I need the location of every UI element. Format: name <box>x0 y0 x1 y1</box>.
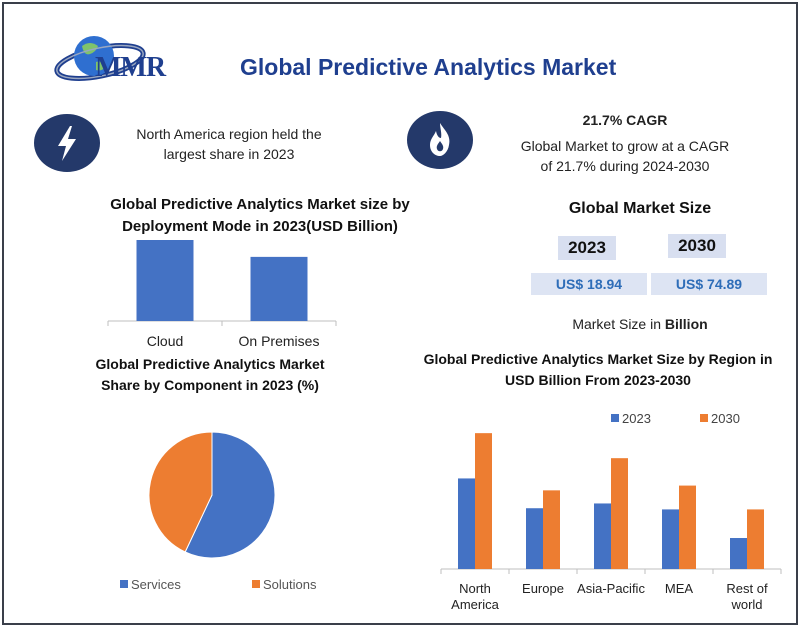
market-size-note: Market Size in Billion <box>530 314 750 334</box>
logo-text: MMR <box>95 52 166 83</box>
cagr-text: Global Market to grow at a CAGR of 21.7%… <box>505 136 745 176</box>
year-2023-box: 2023 <box>558 236 616 260</box>
region-title-line-1: Global Predictive Analytics Market Size … <box>423 351 773 367</box>
cagr-line-2: of 21.7% during 2024-2030 <box>540 158 710 174</box>
note-prefix: Market Size in <box>572 316 662 332</box>
component-title-line-2: Share by Component in 2023 (%) <box>101 377 319 393</box>
flame-icon <box>407 111 473 169</box>
year-2030-box: 2030 <box>668 234 726 258</box>
deployment-chart-title: Global Predictive Analytics Market size … <box>70 194 450 238</box>
cagr-line-1: Global Market to grow at a CAGR <box>520 138 730 154</box>
cagr-title: 21.7% CAGR <box>582 112 668 128</box>
region-chart-title: Global Predictive Analytics Market Size … <box>400 349 796 391</box>
page-title: Global Predictive Analytics Market <box>240 54 617 80</box>
note-unit: Billion <box>664 316 708 332</box>
region-line-1: North America region held the <box>136 126 322 142</box>
value-2030-box: US$ 74.89 <box>651 273 767 295</box>
market-size-title: Global Market Size <box>568 200 712 217</box>
mmr-globe-logo <box>54 36 146 81</box>
component-title-line-1: Global Predictive Analytics Market <box>95 356 325 372</box>
lightning-icon <box>34 114 100 172</box>
deployment-title-line-1: Global Predictive Analytics Market size … <box>110 196 410 213</box>
value-2023-box: US$ 18.94 <box>531 273 647 295</box>
region-highlight: North America region held the largest sh… <box>110 124 348 164</box>
deployment-title-line-2: Deployment Mode in 2023(USD Billion) <box>122 218 398 235</box>
region-title-line-2: USD Billion From 2023-2030 <box>505 372 691 388</box>
component-chart-title: Global Predictive Analytics Market Share… <box>50 354 370 396</box>
region-line-2: largest share in 2023 <box>163 146 295 162</box>
